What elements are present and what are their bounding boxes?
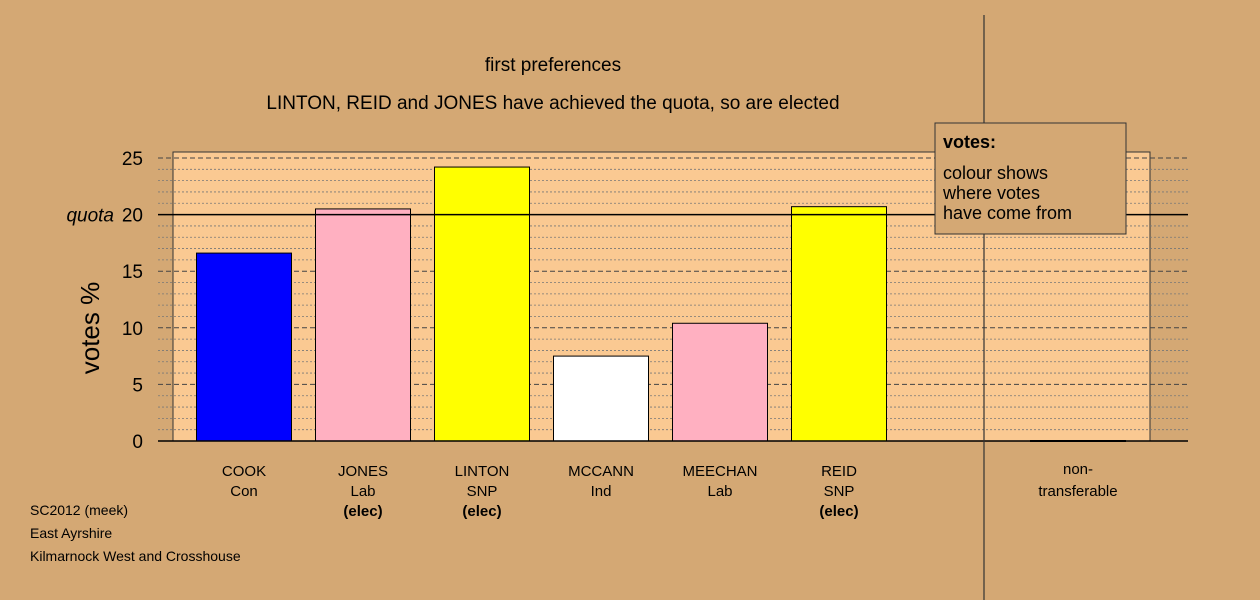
y-axis: 0 5 10 15 20 25 quota xyxy=(66,15,1188,600)
x-label-status: (elec) xyxy=(462,503,501,520)
bar-mccann xyxy=(553,355,649,442)
bar-jones xyxy=(315,208,411,442)
y-axis-label: votes % xyxy=(75,282,105,375)
footer-source: SC2012 (meek) xyxy=(30,502,129,518)
bar-meechan xyxy=(672,322,768,442)
footer-ward: Kilmarnock West and Crosshouse xyxy=(30,548,241,564)
x-label-party: SNP xyxy=(824,483,855,500)
x-label-nontransferable-2: transferable xyxy=(1038,483,1117,500)
x-label-name: LINTON xyxy=(455,463,510,480)
legend-line-1: colour shows xyxy=(943,163,1048,183)
x-label-status: (elec) xyxy=(343,503,382,520)
y-tick-label: 15 xyxy=(122,262,143,283)
x-label-party: Lab xyxy=(707,483,732,500)
y-tick-label: 0 xyxy=(132,432,143,453)
x-label-name: COOK xyxy=(222,463,266,480)
x-label-party: Con xyxy=(230,483,258,500)
y-tick-label: 20 xyxy=(122,206,143,227)
bars xyxy=(196,166,1126,442)
y-tick-label: 25 xyxy=(122,149,143,170)
chart-subtitle: LINTON, REID and JONES have achieved the… xyxy=(266,93,839,114)
x-label-nontransferable-1: non- xyxy=(1063,461,1093,478)
legend-line-2: where votes xyxy=(942,183,1040,203)
x-label-party: Lab xyxy=(350,483,375,500)
x-label-status: (elec) xyxy=(819,503,858,520)
x-label-party: SNP xyxy=(467,483,498,500)
bar-reid xyxy=(791,206,887,442)
quota-label: quota xyxy=(66,206,114,227)
y-tick-label: 5 xyxy=(132,375,143,396)
chart-title: first preferences xyxy=(485,55,621,76)
x-axis-labels: COOK Con JONES Lab (elec) LINTON SNP (elec) MCCA… xyxy=(222,461,1118,520)
legend: votes: colour shows where votes have com… xyxy=(934,122,1127,235)
bar-cook xyxy=(196,252,292,442)
legend-line-3: have come from xyxy=(943,203,1072,223)
x-label-name: JONES xyxy=(338,463,388,480)
y-tick-label: 10 xyxy=(122,319,143,340)
legend-title: votes: xyxy=(943,132,996,152)
bar-linton xyxy=(434,166,530,442)
footer-region: East Ayrshire xyxy=(30,525,113,541)
legend-box xyxy=(934,122,1127,235)
x-label-party: Ind xyxy=(591,483,612,500)
x-label-name: MCCANN xyxy=(568,463,634,480)
x-label-name: MEECHAN xyxy=(682,463,757,480)
x-label-name: REID xyxy=(821,463,857,480)
